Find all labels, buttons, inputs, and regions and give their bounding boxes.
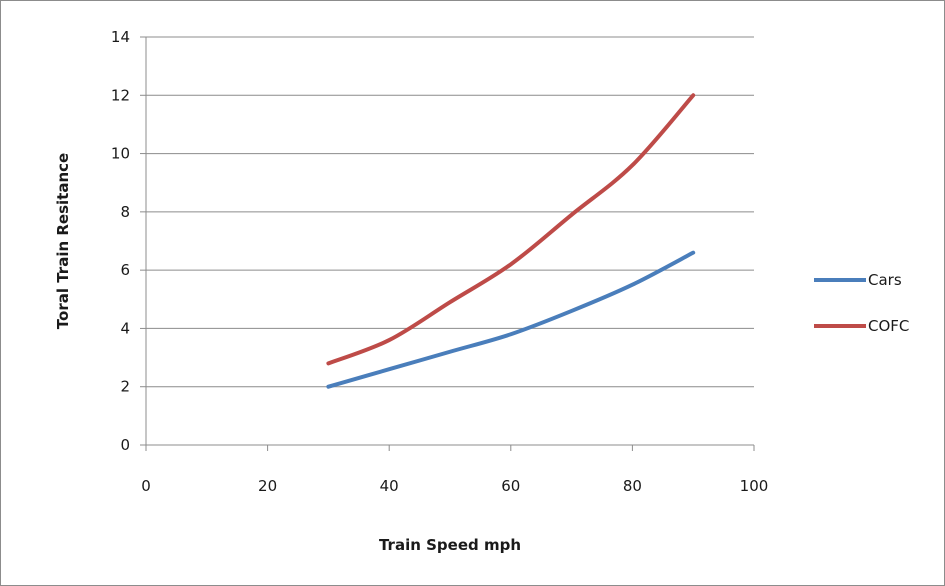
legend: Cars COFC: [814, 271, 909, 335]
x-tick-label: 80: [623, 477, 642, 495]
y-axis-ticks: 0 2 4 6 8 10 12 14: [111, 28, 146, 454]
y-tick-label: 10: [111, 145, 130, 163]
legend-item-cofc: COFC: [814, 317, 909, 335]
legend-label: COFC: [868, 317, 909, 335]
legend-item-cars: Cars: [814, 271, 902, 289]
x-tick-label: 20: [258, 477, 277, 495]
legend-label: Cars: [868, 271, 902, 289]
x-tick-label: 60: [501, 477, 520, 495]
y-tick-label: 6: [120, 261, 130, 279]
series-lines: [326, 93, 696, 389]
y-tick-label: 12: [111, 86, 130, 104]
y-tick-label: 2: [120, 378, 130, 396]
y-tick-label: 4: [120, 319, 130, 337]
x-axis-ticks: 0 20 40 60 80 100: [141, 445, 768, 495]
y-axis-title: Toral Train Resitance: [54, 153, 72, 329]
y-tick-label: 8: [120, 203, 130, 221]
x-tick-label: 40: [380, 477, 399, 495]
x-tick-label: 0: [141, 477, 151, 495]
x-tick-label: 100: [740, 477, 769, 495]
y-tick-label: 0: [120, 436, 130, 454]
series-line-cars: [326, 250, 696, 389]
y-tick-label: 14: [111, 28, 130, 46]
gridlines: [146, 36, 754, 388]
series-line-cofc: [326, 93, 696, 366]
x-axis-title: Train Speed mph: [379, 536, 521, 554]
axes: [145, 37, 754, 446]
